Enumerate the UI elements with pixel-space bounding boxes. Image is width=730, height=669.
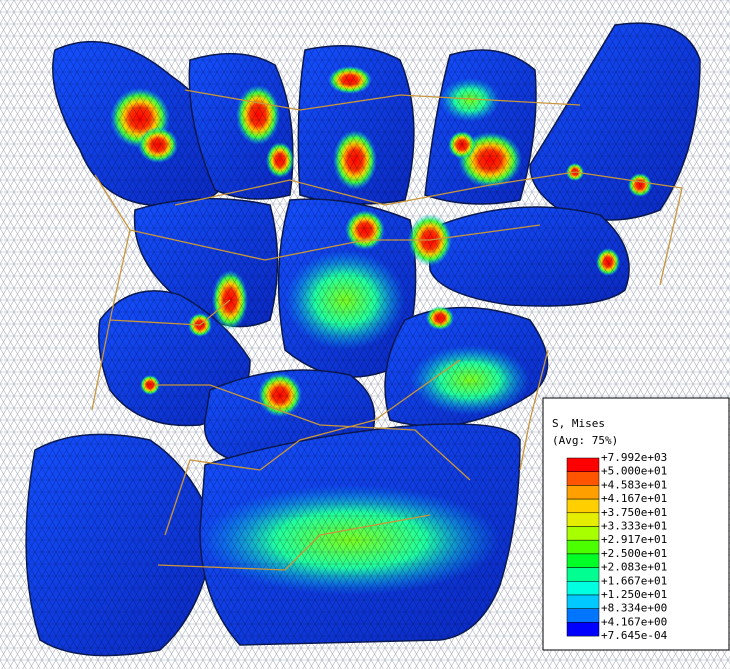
legend-label: +3.333e+01	[601, 520, 667, 533]
legend-title: S, Mises	[552, 417, 605, 430]
legend-label: +5.000e+01	[601, 465, 667, 478]
color-band	[567, 499, 599, 513]
legend-label: +1.667e+01	[601, 574, 667, 587]
legend-label: +4.167e+00	[601, 615, 667, 628]
color-band	[567, 568, 599, 582]
color-band	[567, 458, 599, 472]
legend: S, Mises (Avg: 75%) +7.992e+03+5.000e+01…	[543, 398, 729, 650]
color-band	[567, 595, 599, 609]
color-band	[567, 485, 599, 499]
legend-subtitle: (Avg: 75%)	[552, 434, 618, 447]
legend-label: +7.645e-04	[601, 629, 668, 642]
legend-label: +8.334e+00	[601, 602, 667, 615]
legend-label: +4.167e+01	[601, 492, 667, 505]
legend-label: +3.750e+01	[601, 506, 667, 519]
legend-label: +2.083e+01	[601, 561, 667, 574]
color-band	[567, 540, 599, 554]
color-band	[567, 581, 599, 595]
color-band	[567, 622, 599, 636]
legend-label: +2.917e+01	[601, 533, 667, 546]
color-band	[567, 472, 599, 486]
color-band	[567, 554, 599, 568]
color-band	[567, 527, 599, 541]
legend-label: +4.583e+01	[601, 478, 667, 491]
stress-plot: S, Mises (Avg: 75%) +7.992e+03+5.000e+01…	[0, 0, 730, 669]
legend-label: +2.500e+01	[601, 547, 667, 560]
color-band	[567, 513, 599, 527]
color-band	[567, 609, 599, 623]
legend-label: +1.250e+01	[601, 588, 667, 601]
legend-label: +7.992e+03	[601, 451, 667, 464]
